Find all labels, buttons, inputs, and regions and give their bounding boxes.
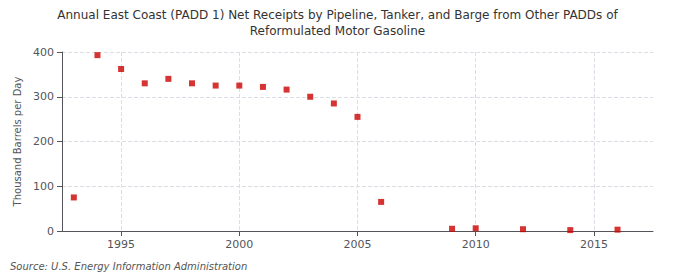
svg-text:Thousand Barrels per Day: Thousand Barrels per Day bbox=[12, 77, 23, 208]
svg-text:2005: 2005 bbox=[344, 238, 372, 251]
svg-text:0: 0 bbox=[47, 225, 54, 238]
svg-text:2010: 2010 bbox=[462, 238, 490, 251]
svg-text:400: 400 bbox=[33, 46, 54, 59]
svg-text:200: 200 bbox=[33, 135, 54, 148]
svg-text:2015: 2015 bbox=[580, 238, 608, 251]
svg-text:Source: U.S. Energy Informatio: Source: U.S. Energy Information Administ… bbox=[10, 261, 247, 272]
svg-text:2000: 2000 bbox=[225, 238, 253, 251]
svg-text:300: 300 bbox=[33, 90, 54, 103]
svg-text:Reformulated Motor Gasoline: Reformulated Motor Gasoline bbox=[250, 24, 425, 38]
svg-text:Annual East Coast (PADD 1) Net: Annual East Coast (PADD 1) Net Receipts … bbox=[57, 8, 618, 22]
svg-text:100: 100 bbox=[33, 180, 54, 193]
svg-text:1995: 1995 bbox=[107, 238, 135, 251]
